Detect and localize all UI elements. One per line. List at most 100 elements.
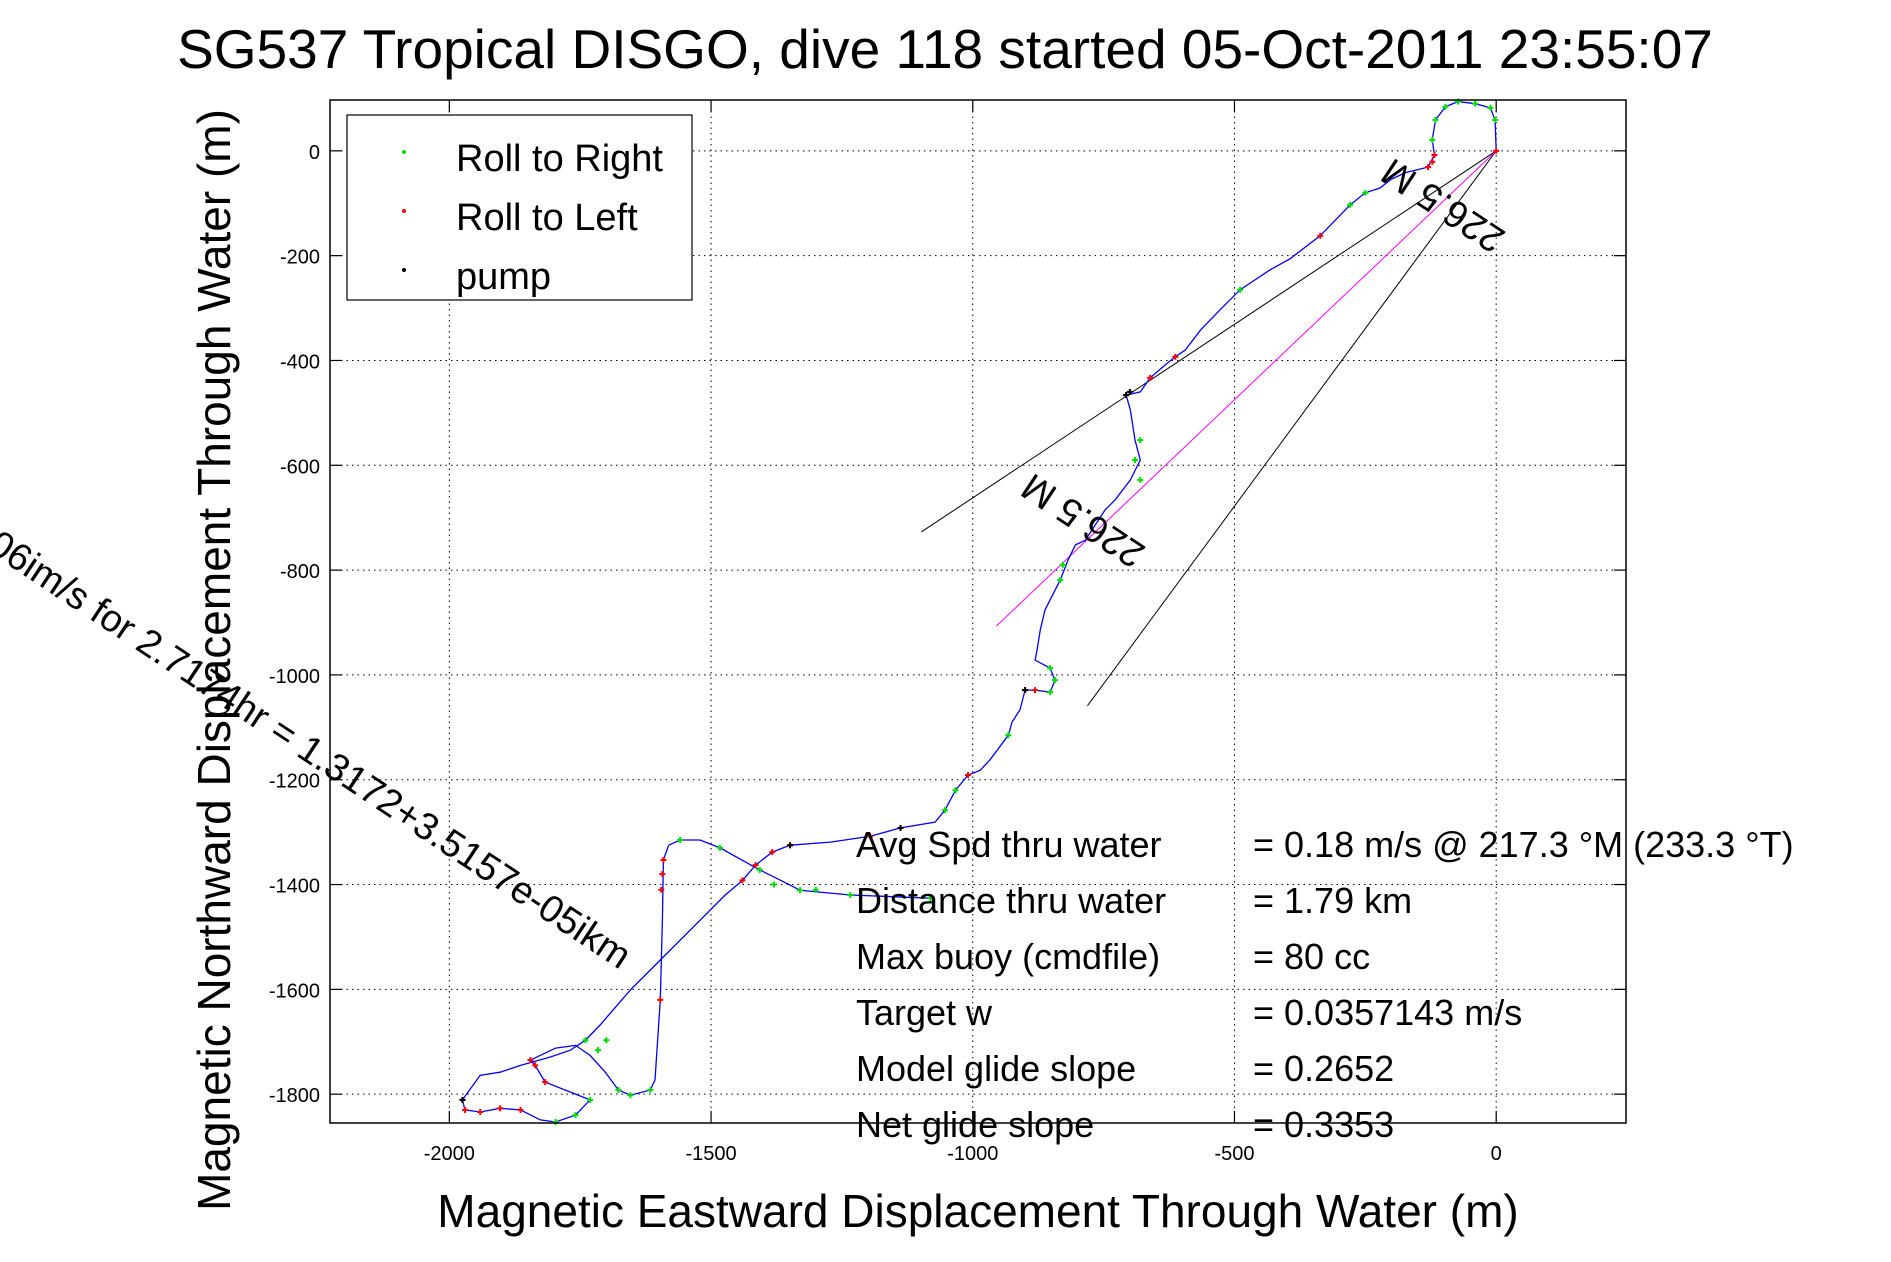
roll-to-left-point — [769, 849, 776, 856]
stats-panel: Avg Spd thru water = 0.18 m/s @ 217.3 °M … — [856, 824, 1794, 1145]
pump-point — [787, 842, 794, 849]
roll-to-left-point — [532, 1062, 539, 1069]
track-line — [461, 100, 1497, 1123]
stat-value: = 1.79 km — [1253, 880, 1412, 921]
roll-to-right-point — [627, 1092, 634, 1099]
roll-to-left-point — [1429, 158, 1436, 165]
roll-to-right-point — [1047, 689, 1054, 696]
roll-to-right-point — [1051, 677, 1058, 684]
roll-to-right-point — [1347, 201, 1354, 208]
roll-to-right-point — [1047, 665, 1054, 672]
roll-to-right-point — [647, 1086, 654, 1093]
roll-to-right-point — [1132, 457, 1139, 464]
roll-to-left-point — [659, 871, 666, 878]
y-tick-label: -200 — [280, 247, 320, 269]
roll-to-right-point — [1492, 116, 1499, 123]
roll-to-right-point — [552, 1118, 559, 1125]
roll-to-right-point — [1137, 476, 1144, 483]
roll-to-right-point — [770, 881, 777, 888]
roll-to-right-point — [927, 895, 934, 902]
stat-value: = 0.18 m/s @ 217.3 °M (233.3 °T) — [1253, 824, 1794, 865]
roll-to-left-point — [1493, 147, 1500, 154]
roll-to-left-point — [1172, 353, 1179, 360]
roll-to-right-point — [847, 892, 854, 899]
pump-point — [459, 1096, 466, 1103]
y-tick-label: -1600 — [269, 980, 320, 1002]
legend: Roll to Right Roll to Left pump — [346, 114, 693, 301]
roll-to-right-point — [594, 1047, 601, 1054]
roll-to-left-point — [477, 1108, 484, 1115]
roll-to-right-point — [1429, 136, 1436, 143]
stat-label: Target w — [856, 992, 993, 1033]
roll-to-left-point — [867, 833, 874, 840]
roll-to-right-point — [1237, 286, 1244, 293]
stat-value: = 0.2652 — [1253, 1048, 1394, 1089]
legend-label: pump — [456, 256, 551, 298]
pump-point — [1126, 388, 1133, 395]
roll-to-right-point — [1005, 732, 1012, 739]
roll-to-right-point — [1442, 103, 1449, 110]
roll-to-right-point — [1362, 189, 1369, 196]
roll-to-right-point — [812, 886, 819, 893]
legend-marker — [402, 209, 406, 213]
roll-to-right-point — [1137, 437, 1144, 444]
pump-point — [1123, 392, 1130, 399]
roll-to-right-point — [615, 1086, 622, 1093]
stat-value: = 0.3353 — [1253, 1104, 1394, 1145]
x-tick-label: -1500 — [685, 1143, 736, 1165]
roll-to-right-point — [756, 866, 763, 873]
legend-label: Roll to Right — [456, 138, 663, 180]
roll-to-left-point — [462, 1106, 469, 1113]
roll-to-left-point — [657, 996, 664, 1003]
x-tick-label: 0 — [1491, 1143, 1502, 1165]
roll-to-right-point — [572, 1112, 579, 1119]
roll-to-left-point — [1431, 152, 1438, 159]
roll-to-right-point — [797, 887, 804, 894]
mean-heading-line — [995, 150, 1497, 627]
chart-title: SG537 Tropical DISGO, dive 118 started 0… — [177, 18, 1713, 80]
roll-to-right-point — [716, 844, 723, 851]
roll-to-left-point — [658, 886, 665, 893]
axis-ticks: -2000 -1500 -1000 -500 0 0 -200 -400 -600 -800 -10… — [269, 100, 1626, 1165]
roll-to-left-point — [660, 856, 667, 863]
y-tick-label: 0 — [309, 142, 320, 164]
stat-value: = 0.0357143 m/s — [1253, 992, 1522, 1033]
roll-to-left-point — [527, 1057, 534, 1064]
roll-to-left-point — [542, 1079, 549, 1086]
roll-to-left-point — [739, 877, 746, 884]
roll-to-right-point — [582, 1037, 589, 1044]
y-tick-label: -600 — [280, 456, 320, 478]
roll-to-left-point — [497, 1105, 504, 1112]
roll-to-right-point — [952, 787, 959, 794]
heading-cone-line — [921, 150, 1497, 533]
roll-to-right-point — [1432, 116, 1439, 123]
roll-to-right-point — [1487, 104, 1494, 111]
legend-label: Roll to Left — [456, 197, 638, 239]
roll-to-left-point — [1147, 374, 1154, 381]
roll-to-right-point — [603, 1037, 610, 1044]
x-tick-label: -500 — [1214, 1143, 1254, 1165]
stat-label: Max buoy (cmdfile) — [856, 936, 1160, 977]
stat-label: Avg Spd thru water — [856, 824, 1162, 865]
stat-label: Distance thru water — [856, 880, 1166, 921]
roll-to-left-point — [1032, 687, 1039, 694]
roll-to-right-point — [587, 1096, 594, 1103]
plot-frame — [329, 99, 1627, 1124]
roll-to-right-point — [1057, 577, 1064, 584]
roll-to-left-point — [517, 1106, 524, 1113]
stat-label: Model glide slope — [856, 1048, 1136, 1089]
rotated-heading-label: 226.5 M — [1375, 150, 1513, 261]
roll-to-right-point — [677, 836, 684, 843]
y-tick-label: -800 — [280, 561, 320, 583]
heading-cone-line — [1086, 150, 1497, 707]
roll-to-right-point — [1059, 561, 1066, 568]
y-tick-label: -1000 — [269, 666, 320, 688]
y-tick-label: -1200 — [269, 771, 320, 793]
pump-point — [897, 824, 904, 831]
legend-marker — [402, 268, 406, 272]
roll-to-right-point — [1472, 100, 1479, 107]
x-tick-label: -1000 — [947, 1143, 998, 1165]
roll-to-left-point — [752, 862, 759, 869]
roll-to-left-point — [1317, 232, 1324, 239]
x-axis-label: Magnetic Eastward Displacement Through W… — [437, 1185, 1518, 1237]
